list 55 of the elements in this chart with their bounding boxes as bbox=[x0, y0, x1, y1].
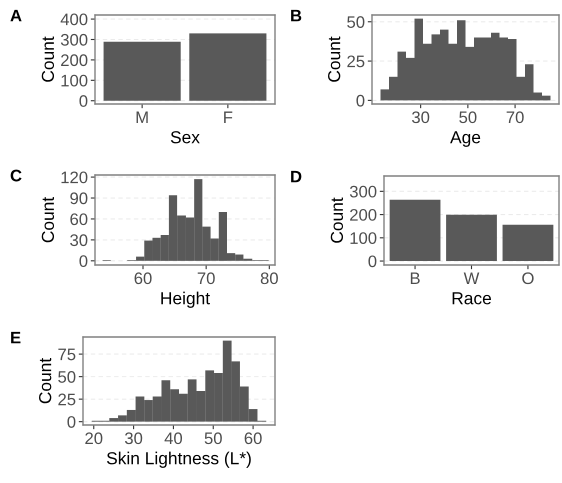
x-axis-title: Age bbox=[450, 131, 480, 147]
x-tick-label: 70 bbox=[506, 111, 524, 124]
y-tick-label: 0 bbox=[79, 95, 88, 107]
x-tick-label: 40 bbox=[164, 432, 182, 444]
x-tick-label: M bbox=[136, 112, 148, 124]
y-axis-title: Count bbox=[328, 36, 340, 82]
y-tick-label: 0 bbox=[67, 416, 76, 428]
chart-title: D bbox=[291, 170, 302, 182]
chart-title: A bbox=[10, 10, 22, 22]
x-axis-title: Height bbox=[161, 292, 210, 308]
x-tick-label: O bbox=[522, 272, 534, 284]
y-tick-label: 120 bbox=[62, 171, 88, 184]
x-axis-title: Skin Lightness (L*) bbox=[106, 452, 251, 468]
y-tick-label: 200 bbox=[350, 208, 376, 221]
y-axis-title: Count bbox=[42, 36, 54, 82]
x-tick-label: F bbox=[224, 112, 232, 124]
x-axis-title: Sex bbox=[170, 131, 200, 144]
x-tick-label: 50 bbox=[459, 111, 476, 124]
x-axis-title: Race bbox=[452, 292, 491, 304]
y-tick-label: 50 bbox=[347, 16, 364, 28]
y-tick-label: 300 bbox=[350, 186, 376, 198]
y-tick-label: 90 bbox=[70, 192, 88, 204]
y-tick-label: 0 bbox=[79, 255, 88, 268]
y-tick-label: 300 bbox=[60, 34, 88, 46]
y-tick-label: 25 bbox=[347, 55, 364, 68]
bar bbox=[390, 200, 440, 262]
chart-title: E bbox=[11, 332, 20, 344]
y-axis-title: Count bbox=[42, 196, 54, 242]
chart-title: B bbox=[291, 10, 302, 22]
chart-title: C bbox=[10, 170, 22, 182]
y-tick-label: 200 bbox=[61, 54, 88, 66]
x-tick-label: W bbox=[464, 272, 480, 284]
y-tick-label: 30 bbox=[70, 234, 88, 246]
y-tick-label: 75 bbox=[58, 348, 76, 360]
x-tick-label: 30 bbox=[412, 111, 430, 124]
x-tick-label: 60 bbox=[244, 432, 262, 444]
bar bbox=[502, 224, 554, 262]
x-tick-label: 30 bbox=[124, 432, 142, 444]
y-tick-label: 0 bbox=[368, 255, 376, 268]
y-tick-label: 25 bbox=[58, 394, 76, 406]
x-tick-label: 50 bbox=[204, 432, 222, 444]
y-axis-title: Count bbox=[39, 358, 52, 404]
x-tick-label: 20 bbox=[85, 432, 102, 444]
x-tick-label: 70 bbox=[198, 272, 215, 284]
y-tick-label: 100 bbox=[350, 232, 376, 244]
y-tick-label: 0 bbox=[356, 94, 364, 107]
y-axis-title: Count bbox=[330, 197, 344, 243]
bar bbox=[446, 214, 497, 262]
y-tick-label: 50 bbox=[58, 371, 76, 383]
y-tick-label: 100 bbox=[62, 74, 88, 87]
x-tick-label: 80 bbox=[260, 272, 278, 284]
x-tick-label: B bbox=[410, 272, 420, 284]
x-tick-label: 60 bbox=[134, 272, 152, 284]
y-tick-label: 60 bbox=[70, 213, 88, 226]
y-tick-label: 400 bbox=[60, 13, 88, 26]
